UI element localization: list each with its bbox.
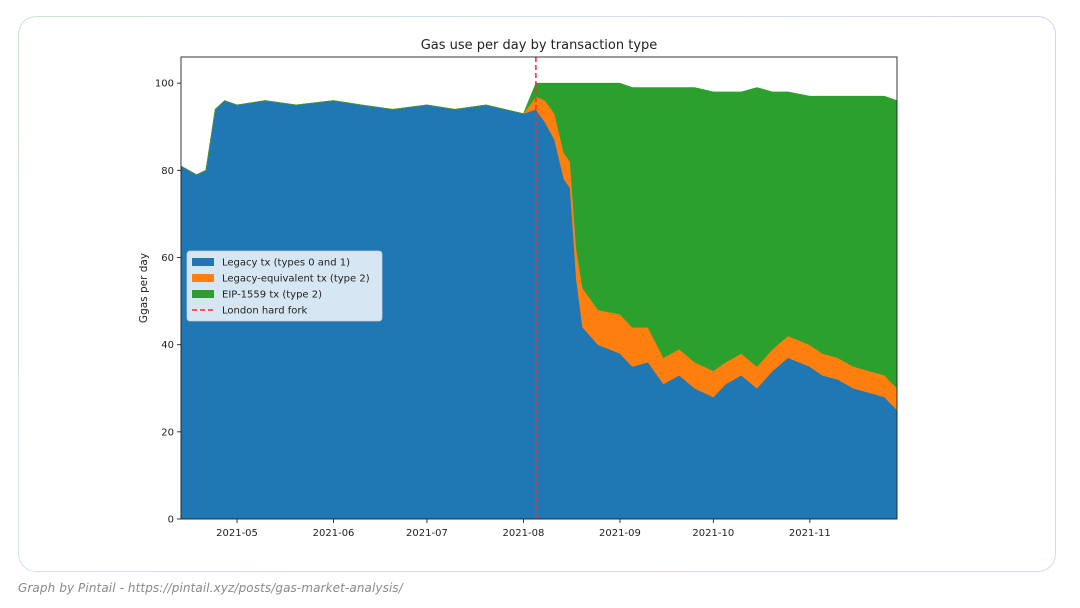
legend-label-3: EIP-1559 tx (type 2)	[222, 290, 322, 301]
legend-box	[186, 250, 383, 322]
legend-label-2: Legacy-equivalent tx (type 2)	[222, 274, 370, 285]
y-tick-label-5: 80	[161, 166, 174, 177]
legend-label-4: London hard fork	[222, 306, 308, 317]
x-tick-label-4: 2021-08	[503, 528, 545, 539]
y-tick-label-6: 100	[155, 79, 174, 90]
legend: Legacy tx (types 0 and 1) Legacy-equivale…	[186, 250, 383, 322]
legend-label-1: Legacy tx (types 0 and 1)	[222, 258, 350, 269]
y-tick-label-2: 20	[161, 427, 174, 438]
y-tick-label-4: 60	[161, 253, 174, 264]
image-caption: Graph by Pintail - https://pintail.xyz/p…	[18, 581, 403, 595]
axes: 2021-05 2021-06 2021-07 2021-08 2021-09 2021-…	[155, 56, 898, 539]
x-tick-label-7: 2021-11	[789, 528, 831, 539]
x-tick-label-6: 2021-10	[692, 528, 734, 539]
x-tick-label-1: 2021-05	[216, 528, 258, 539]
legend-swatch-1	[192, 258, 214, 266]
y-axis-label: Ggas per day	[138, 253, 150, 323]
x-tick-label-5: 2021-09	[599, 528, 641, 539]
chart-title: Gas use per day by transaction type	[421, 38, 658, 53]
legend-swatch-3	[192, 290, 214, 298]
plot-frame	[180, 56, 898, 520]
y-tick-label-1: 0	[168, 515, 174, 526]
legend-swatch-2	[192, 274, 214, 282]
x-tick-label-2: 2021-06	[313, 528, 355, 539]
y-tick-label-3: 40	[161, 340, 174, 351]
x-tick-label-3: 2021-07	[406, 528, 448, 539]
